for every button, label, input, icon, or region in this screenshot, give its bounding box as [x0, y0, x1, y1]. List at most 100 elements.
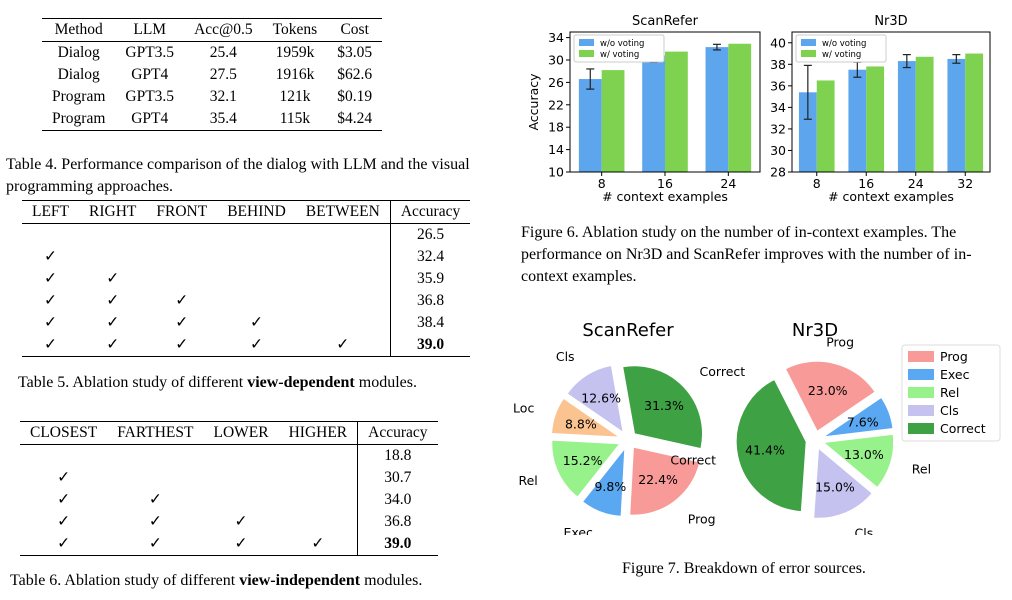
slice-category-label: Correct	[670, 453, 716, 468]
bar	[798, 92, 817, 172]
table-4-cell: Dialog	[57, 44, 100, 61]
empty-cell	[296, 290, 391, 312]
bar	[705, 47, 729, 173]
accuracy-cell: 34.0	[357, 489, 438, 511]
table-6-header-cell: HIGHER	[288, 424, 348, 441]
slice-percent-label: 13.0%	[844, 447, 884, 462]
x-tick-label: 24	[720, 176, 736, 191]
table-4-cell: 121k	[279, 88, 311, 105]
figure-6-bar-charts: 10 14 18 22 26 30 34 8 16 24 ScanRefer # context ex…	[526, 14, 991, 204]
y-tick-label: 14	[548, 142, 564, 157]
table-row: Dialog GPT3.5 25.4 1959k $3.05	[42, 42, 382, 65]
legend-label: w/o voting	[822, 39, 866, 49]
table-6-header: CLOSEST FARTHEST LOWER HIGHER Accuracy	[20, 421, 438, 445]
y-tick-label: 36	[770, 78, 786, 93]
empty-cell	[296, 224, 391, 247]
bar-chart-nr3d: 28 30 32 34 36 38 40 8 16 24 32 Nr3D # context examp…	[770, 14, 991, 204]
table-5-caption-bold: view-dependent	[247, 374, 355, 391]
slice-percent-label: 15.2%	[563, 453, 603, 468]
empty-cell	[146, 224, 217, 247]
legend-label: w/ voting	[600, 50, 639, 60]
table-6-header-cell: LOWER	[213, 424, 269, 441]
accuracy-cell: 35.9	[389, 268, 471, 290]
table-row: 26.5	[22, 223, 471, 247]
legend-label: w/o voting	[600, 39, 644, 49]
pie-slice	[784, 360, 876, 433]
table-5-caption-text: Table 5. Ablation study of different	[18, 374, 248, 391]
table-4-cell: Program	[52, 88, 106, 105]
table-4-cell: Dialog	[57, 66, 100, 83]
bar	[601, 70, 625, 172]
slice-category-label: Prog	[688, 511, 716, 526]
legend-swatch	[908, 423, 934, 434]
pie-slice	[622, 365, 703, 450]
checkmark-icon: ✓	[57, 535, 71, 552]
bar	[965, 53, 984, 172]
chart-title: ScanRefer	[582, 320, 674, 341]
pie-legend: Prog Exec Rel Cls Correct	[901, 344, 1001, 442]
empty-cell	[296, 246, 391, 268]
accuracy-cell: 32.4	[389, 246, 471, 268]
bar	[848, 69, 867, 172]
table-6-header-cell: CLOSEST	[30, 424, 98, 441]
pie-slice	[581, 446, 626, 517]
empty-cell	[296, 268, 391, 290]
y-tick-label: 40	[770, 35, 786, 50]
legend-swatch	[801, 50, 816, 57]
table-row: ✓ ✓ ✓ ✓ ✓ 39.0	[22, 334, 471, 357]
empty-cell	[146, 268, 217, 290]
pie-slice	[822, 433, 895, 489]
slice-category-label: Cls	[855, 525, 874, 535]
legend-swatch	[908, 405, 934, 416]
checkmark-icon: ✓	[250, 314, 263, 331]
table-4-caption: Table 4. Performance comparison of the d…	[6, 156, 470, 195]
slice-category-label: Prog	[826, 335, 854, 350]
pie-chart-nr3d: Nr3D23.0%Prog7.6%Exec13.0%Rel15.0%Cls41.…	[670, 320, 939, 535]
table-4-header-cell: Cost	[340, 21, 369, 38]
table-5-caption-text: modules.	[354, 374, 417, 391]
y-tick-label: 28	[770, 165, 786, 180]
slice-category-label: Loc	[513, 400, 534, 415]
bar-chart-scanrefer: 10 14 18 22 26 30 34 8 16 24 ScanRefer # context ex…	[526, 14, 761, 204]
checkmark-icon: ✓	[148, 491, 162, 508]
slice-percent-label: 7.6%	[847, 415, 879, 430]
table-row: ✓ 30.7	[20, 467, 438, 489]
empty-cell	[279, 445, 358, 468]
checkmark-icon: ✓	[336, 336, 350, 353]
checkmark-icon: ✓	[175, 314, 189, 331]
empty-cell	[203, 489, 278, 511]
table-5-body: 26.5 ✓ 32.4 ✓ ✓ 35.9 ✓ ✓ ✓ 36.8 ✓ ✓ ✓ ✓ 38.4 ✓ ✓ ✓ ✓ ✓ 39.0	[22, 223, 471, 357]
bar	[665, 51, 688, 172]
table-row: ✓ ✓ 35.9	[22, 268, 471, 290]
y-tick-label: 10	[548, 165, 564, 180]
slice-percent-label: 15.0%	[815, 479, 855, 494]
accuracy-cell: 36.8	[357, 511, 438, 533]
legend-box	[573, 34, 665, 63]
slice-percent-label: 22.4%	[638, 472, 678, 487]
table-row: ✓ ✓ ✓ 36.8	[20, 511, 438, 533]
empty-cell	[217, 246, 296, 268]
checkmark-icon: ✓	[175, 336, 189, 353]
table-5-header-cell: Accuracy	[389, 200, 471, 224]
table-5-header-cell: FRONT	[156, 203, 208, 220]
empty-cell	[217, 290, 296, 312]
table-row: Dialog GPT4 27.5 1916k $62.6	[42, 64, 382, 86]
checkmark-icon: ✓	[44, 336, 58, 353]
plot-frame	[791, 31, 991, 173]
chart-title: Nr3D	[792, 320, 838, 341]
slice-percent-label: 8.8%	[565, 416, 597, 431]
checkmark-icon: ✓	[106, 336, 120, 353]
table-4-header-cell: Acc@0.5	[194, 21, 253, 38]
table-4-cell: GPT4	[131, 66, 169, 83]
table-4-cell: 35.4	[209, 110, 237, 127]
legend-swatch	[908, 369, 934, 380]
bar	[897, 61, 916, 173]
table-4-header: Method LLM Acc@0.5 Tokens Cost	[42, 18, 383, 42]
checkmark-icon: ✓	[175, 292, 189, 309]
table-5: LEFT RIGHT FRONT BEHIND BETWEEN Accuracy…	[22, 200, 471, 357]
table-4-cell: 32.1	[209, 88, 237, 105]
y-tick-label: 30	[548, 53, 564, 68]
empty-cell	[279, 467, 358, 489]
table-6-caption-text: modules.	[360, 572, 423, 589]
